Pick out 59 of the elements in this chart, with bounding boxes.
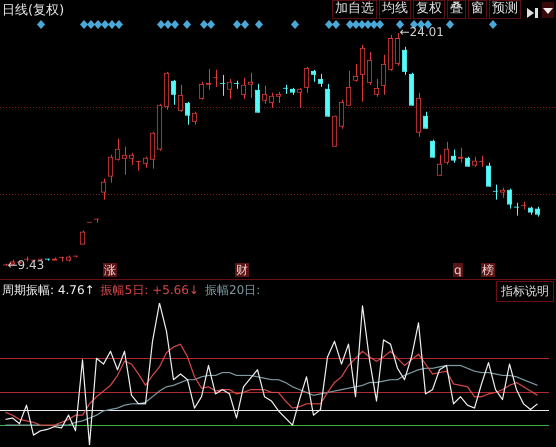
text: : +5.66↓ xyxy=(144,283,199,297)
candlestick xyxy=(268,92,274,108)
candlestick xyxy=(170,79,176,106)
annotation: q xyxy=(453,263,463,277)
candlestick xyxy=(198,81,204,100)
candlestick xyxy=(346,70,352,106)
candlestick xyxy=(178,84,184,112)
annotation: ←9.43 xyxy=(8,258,44,272)
candlestick xyxy=(380,54,386,96)
candlestick xyxy=(108,154,114,184)
candlestick xyxy=(304,66,310,94)
candlestick xyxy=(450,149,456,164)
text: 振幅5日 xyxy=(100,283,144,297)
candlestick xyxy=(458,147,464,164)
annotation: 榜 xyxy=(481,263,495,277)
candlestick xyxy=(352,63,358,82)
text: 叠 xyxy=(447,0,466,19)
text: 均线 xyxy=(379,0,411,19)
candlestick xyxy=(128,152,134,166)
candlestick xyxy=(240,77,246,100)
text: 预测 xyxy=(489,0,521,19)
annotation: 财 xyxy=(235,263,249,277)
candlestick xyxy=(366,51,372,86)
candlestick xyxy=(248,72,254,98)
candlestick xyxy=(192,111,198,126)
candlestick xyxy=(430,139,436,158)
candlestick xyxy=(486,162,492,188)
text: : 4.76↑ xyxy=(50,283,95,297)
candlestick xyxy=(436,154,442,176)
text: 振幅20日 xyxy=(204,283,256,297)
candlestick xyxy=(444,141,450,166)
annotation: 涨 xyxy=(103,263,117,277)
text: 指标说明 xyxy=(496,281,554,302)
text: 复权 xyxy=(413,0,445,19)
candlestick xyxy=(394,32,400,66)
text: : xyxy=(256,283,260,297)
candlestick xyxy=(184,101,190,126)
candlestick xyxy=(310,69,316,82)
chart-title: 日线(复权) xyxy=(2,2,64,19)
candlestick xyxy=(122,146,128,176)
text: 加自选 xyxy=(332,0,377,19)
candlestick xyxy=(472,156,478,168)
text: 周期振幅 xyxy=(2,283,50,297)
candlestick xyxy=(318,73,324,88)
candlestick xyxy=(276,91,282,104)
candlestick xyxy=(506,188,512,210)
candlestick xyxy=(80,230,86,246)
candlestick xyxy=(254,83,260,114)
text: 窗 xyxy=(468,0,487,19)
candlestick xyxy=(338,99,344,130)
candlestick xyxy=(374,78,380,98)
candlestick xyxy=(296,87,302,108)
annotation: ←24.01 xyxy=(400,25,444,40)
candlestick xyxy=(114,138,120,162)
candlestick xyxy=(534,206,540,218)
candlestick xyxy=(226,78,232,100)
candlestick xyxy=(402,46,408,76)
candlestick xyxy=(100,178,106,200)
candlestick xyxy=(262,85,268,104)
